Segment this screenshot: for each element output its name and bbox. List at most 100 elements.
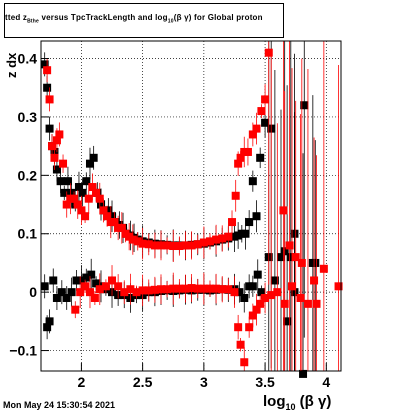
data-point bbox=[187, 241, 196, 250]
data-point bbox=[224, 285, 233, 294]
title-text: tted zBthe versus TpcTrackLength and log… bbox=[5, 13, 263, 25]
data-point bbox=[150, 241, 159, 250]
data-point bbox=[199, 284, 208, 293]
x-axis-label-rest: (β γ) bbox=[295, 393, 332, 410]
data-point bbox=[84, 194, 93, 203]
data-point bbox=[82, 273, 91, 282]
data-point bbox=[59, 159, 68, 168]
data-point bbox=[248, 311, 257, 320]
data-point bbox=[92, 188, 101, 197]
data-point bbox=[55, 130, 64, 139]
title-text-start: tted bbox=[5, 13, 21, 22]
y-axis-ticks: 0.4 0.3 0.2 0.1 0 −0.1 bbox=[9, 51, 49, 359]
data-point bbox=[52, 165, 61, 174]
data-point bbox=[245, 218, 254, 227]
data-point bbox=[199, 238, 208, 247]
x-tick-label: 4 bbox=[322, 374, 330, 390]
data-point bbox=[235, 288, 244, 297]
x-tick-label: 3.5 bbox=[255, 374, 275, 390]
data-point bbox=[240, 293, 249, 302]
data-point bbox=[43, 83, 52, 92]
data-point bbox=[296, 293, 305, 302]
data-point bbox=[252, 124, 261, 133]
data-point bbox=[108, 212, 117, 221]
data-point bbox=[43, 323, 52, 332]
data-point bbox=[49, 276, 58, 285]
data-point bbox=[72, 276, 81, 285]
data-point bbox=[81, 212, 90, 221]
data-point bbox=[104, 206, 113, 215]
data-point bbox=[286, 253, 295, 262]
title-text-end: (β γ) for Global proton bbox=[173, 13, 263, 22]
data-point bbox=[261, 118, 270, 127]
data-point bbox=[236, 340, 245, 349]
data-point bbox=[40, 282, 49, 291]
data-point bbox=[60, 188, 69, 197]
data-point bbox=[181, 241, 190, 250]
data-point bbox=[117, 223, 126, 232]
data-point bbox=[101, 282, 110, 291]
data-point bbox=[43, 66, 52, 75]
data-point bbox=[120, 288, 129, 297]
data-point bbox=[270, 276, 279, 285]
data-point bbox=[169, 284, 178, 293]
x-axis-label: log10 (β γ) bbox=[263, 393, 331, 412]
data-point bbox=[312, 299, 321, 308]
data-point bbox=[181, 284, 190, 293]
data-point bbox=[138, 239, 147, 248]
data-point bbox=[169, 242, 178, 251]
data-point bbox=[74, 183, 83, 192]
data-point bbox=[299, 369, 308, 378]
data-point bbox=[230, 288, 239, 297]
title-text-middle: versus TpcTrackLength and log bbox=[39, 13, 168, 22]
data-point bbox=[218, 234, 227, 243]
data-point bbox=[228, 218, 237, 227]
data-point bbox=[88, 183, 97, 192]
data-point bbox=[67, 188, 76, 197]
data-point bbox=[277, 253, 285, 262]
y-tick-label: 0.3 bbox=[18, 109, 38, 125]
title-box: tted zBthe versus TpcTrackLength and log… bbox=[4, 3, 284, 38]
data-point bbox=[90, 293, 99, 302]
data-point bbox=[224, 232, 233, 241]
data-point bbox=[218, 285, 227, 294]
x-tick-label: 3 bbox=[200, 374, 208, 390]
data-point bbox=[45, 95, 54, 104]
data-point bbox=[128, 235, 137, 244]
data-point bbox=[62, 200, 71, 209]
data-point bbox=[157, 241, 165, 250]
y-axis-label: z dx bbox=[4, 52, 19, 78]
data-point bbox=[63, 177, 72, 186]
data-point bbox=[45, 124, 54, 133]
y-tick-label: 0.4 bbox=[18, 51, 38, 67]
data-point bbox=[77, 206, 86, 215]
data-point bbox=[56, 177, 65, 186]
data-point bbox=[87, 270, 96, 279]
data-point bbox=[133, 237, 142, 246]
data-point bbox=[300, 101, 309, 110]
data-point bbox=[132, 288, 141, 297]
data-point bbox=[45, 317, 54, 326]
data-point bbox=[62, 293, 71, 302]
footer-timestamp: Mon May 24 15:30:54 2021 bbox=[3, 400, 116, 410]
title-z-subscript: Bthe bbox=[27, 18, 40, 25]
data-point bbox=[144, 286, 153, 295]
data-point bbox=[319, 264, 328, 273]
data-point bbox=[205, 284, 214, 293]
data-point bbox=[280, 299, 289, 308]
data-point bbox=[245, 323, 254, 332]
y-tick-label: 0.1 bbox=[18, 226, 38, 242]
y-tick-label: 0 bbox=[29, 284, 37, 300]
data-point bbox=[310, 276, 319, 285]
data-point bbox=[187, 284, 196, 293]
data-point bbox=[99, 206, 108, 215]
data-point bbox=[108, 276, 117, 285]
data-point bbox=[71, 305, 80, 314]
data-point bbox=[95, 285, 104, 294]
data-point bbox=[253, 270, 262, 279]
data-point bbox=[97, 200, 105, 209]
data-point bbox=[175, 242, 184, 251]
data-point bbox=[163, 285, 172, 294]
data-point bbox=[70, 194, 79, 203]
data-point bbox=[110, 218, 119, 227]
